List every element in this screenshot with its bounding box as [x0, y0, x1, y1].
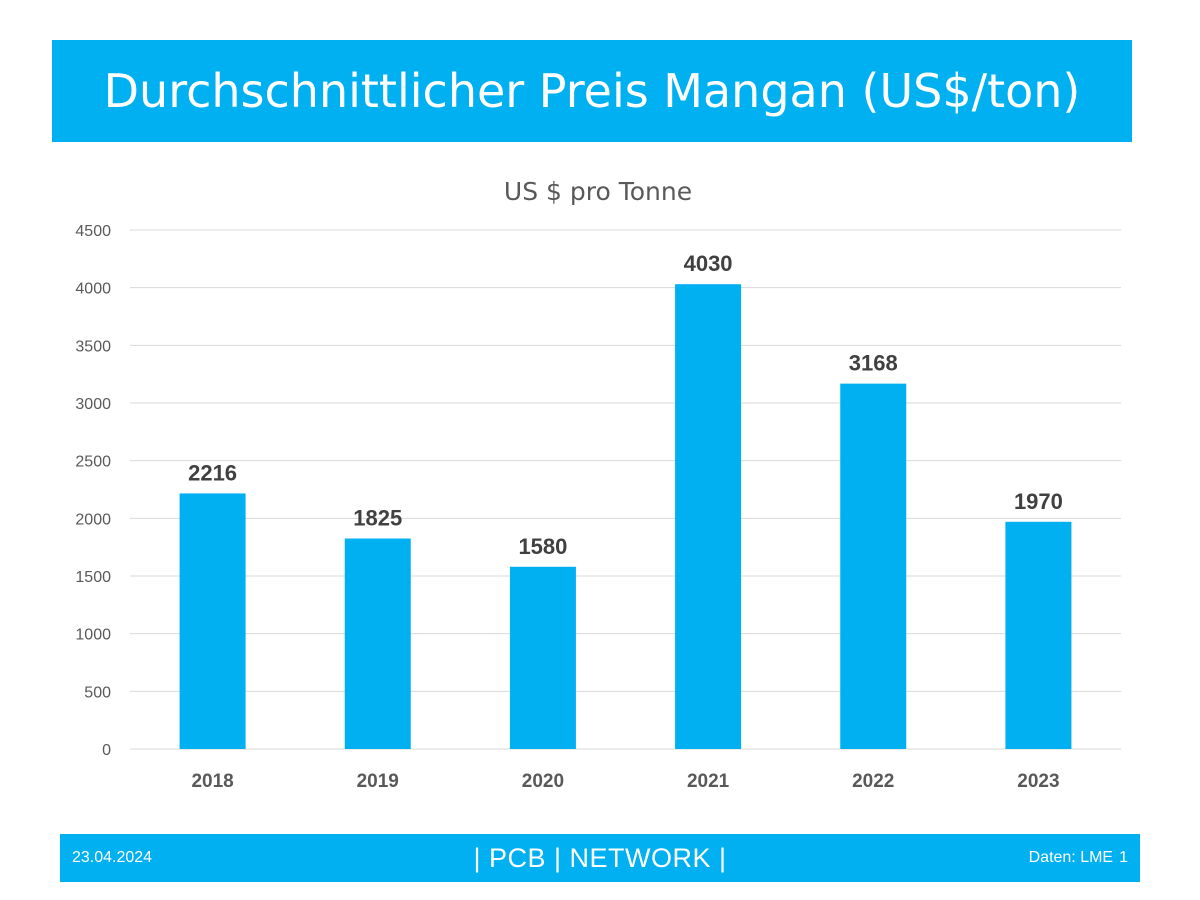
data-label: 2216: [188, 460, 237, 485]
page-number: 1: [1119, 849, 1128, 866]
bars: [179, 284, 1072, 749]
footer-date: 23.04.2024: [72, 849, 153, 866]
y-axis-ticks: 0 500 1000 1500 2000 2500 3000 3500 4000 4500: [75, 223, 111, 759]
x-tick-label: 2021: [687, 771, 730, 792]
gridlines: [130, 229, 1121, 750]
y-tick-label: 1500: [75, 569, 111, 586]
bar-chart: US $ pro Tonne 0 500 1000 1500 2000 2500 3000 3…: [75, 177, 1121, 792]
bar-2023: [1005, 521, 1072, 749]
x-tick-label: 2018: [191, 771, 233, 792]
x-tick-label: 2023: [1017, 771, 1059, 792]
data-labels: 2216 1825 1580 4030 3168 1970: [188, 251, 1063, 559]
data-label: 1580: [518, 534, 567, 559]
y-tick-label: 1000: [75, 627, 111, 644]
footer-right: Daten: LME 1: [1029, 834, 1128, 882]
y-tick-label: 2000: [75, 511, 111, 528]
bar-2022: [840, 383, 907, 749]
y-tick-label: 4000: [75, 281, 111, 298]
x-tick-label: 2022: [852, 771, 894, 792]
bar-2020: [509, 566, 576, 749]
footer-bar: 23.04.2024 | PCB | NETWORK | Daten: LME 1: [60, 834, 1140, 882]
x-axis-ticks: 2018 2019 2020 2021 2022 2023: [191, 771, 1059, 792]
x-tick-label: 2020: [522, 771, 564, 792]
y-tick-label: 3000: [75, 396, 111, 413]
chart-area: US $ pro Tonne 0 500 1000 1500 2000 2500 3000 3…: [0, 160, 1200, 820]
title-banner: Durchschnittlicher Preis Mangan (US$/ton…: [52, 40, 1132, 142]
bar-2021: [675, 284, 742, 749]
page-title: Durchschnittlicher Preis Mangan (US$/ton…: [103, 64, 1081, 118]
data-label: 1970: [1014, 489, 1063, 514]
y-tick-label: 3500: [75, 338, 111, 355]
y-tick-label: 500: [84, 684, 111, 701]
data-label: 3168: [849, 351, 898, 376]
data-label: 4030: [684, 251, 733, 276]
footer-source: Daten: LME: [1028, 849, 1114, 866]
data-label: 1825: [353, 506, 402, 531]
y-tick-label: 4500: [75, 223, 111, 240]
y-tick-label: 2500: [75, 454, 111, 471]
y-tick-label: 0: [102, 742, 111, 759]
footer-brand: | PCB | NETWORK |: [473, 843, 727, 873]
bar-2019: [344, 538, 411, 749]
x-tick-label: 2019: [357, 771, 399, 792]
chart-title: US $ pro Tonne: [504, 177, 692, 206]
bar-2018: [179, 493, 246, 749]
